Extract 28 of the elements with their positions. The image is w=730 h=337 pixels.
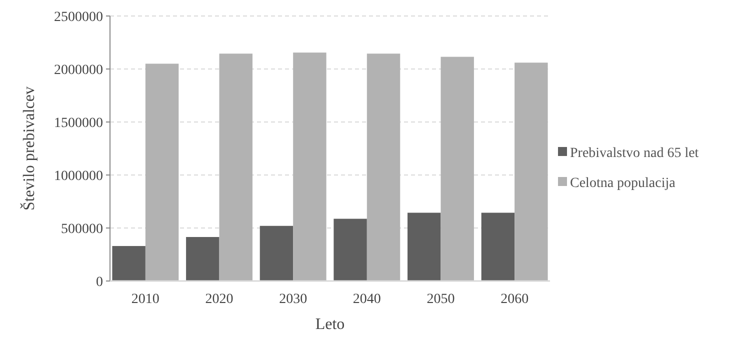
bar <box>260 226 294 281</box>
y-tick-label: 500000 <box>61 222 103 237</box>
x-tick-label: 2040 <box>352 292 381 307</box>
bar <box>186 237 220 281</box>
bar <box>293 52 326 281</box>
x-tick-label: 2010 <box>131 292 160 307</box>
y-tick-label: 0 <box>96 274 103 290</box>
bar <box>112 246 146 281</box>
x-tick-label: 2030 <box>279 292 308 307</box>
bar <box>440 56 474 281</box>
legend-label: Celotna populacija <box>570 176 676 191</box>
y-tick-label: 2500000 <box>54 10 103 25</box>
bar <box>514 62 548 281</box>
bar <box>366 54 400 281</box>
x-tick-label: 2020 <box>205 292 234 307</box>
bar <box>334 218 367 281</box>
y-tick-label: 2000000 <box>54 62 103 78</box>
y-axis-title: Število prebivalcev <box>20 86 38 210</box>
bar <box>481 212 515 281</box>
x-tick-label: 2060 <box>500 292 529 307</box>
x-tick-label: 2050 <box>426 292 455 307</box>
bar <box>408 212 441 281</box>
y-tick-label: 1000000 <box>54 168 103 184</box>
bar <box>145 64 179 281</box>
legend-label: Prebivalstvo nad 65 let <box>570 146 699 161</box>
y-tick-label: 1500000 <box>54 116 103 131</box>
bar <box>219 54 252 281</box>
x-axis-title: Leto <box>315 316 345 333</box>
